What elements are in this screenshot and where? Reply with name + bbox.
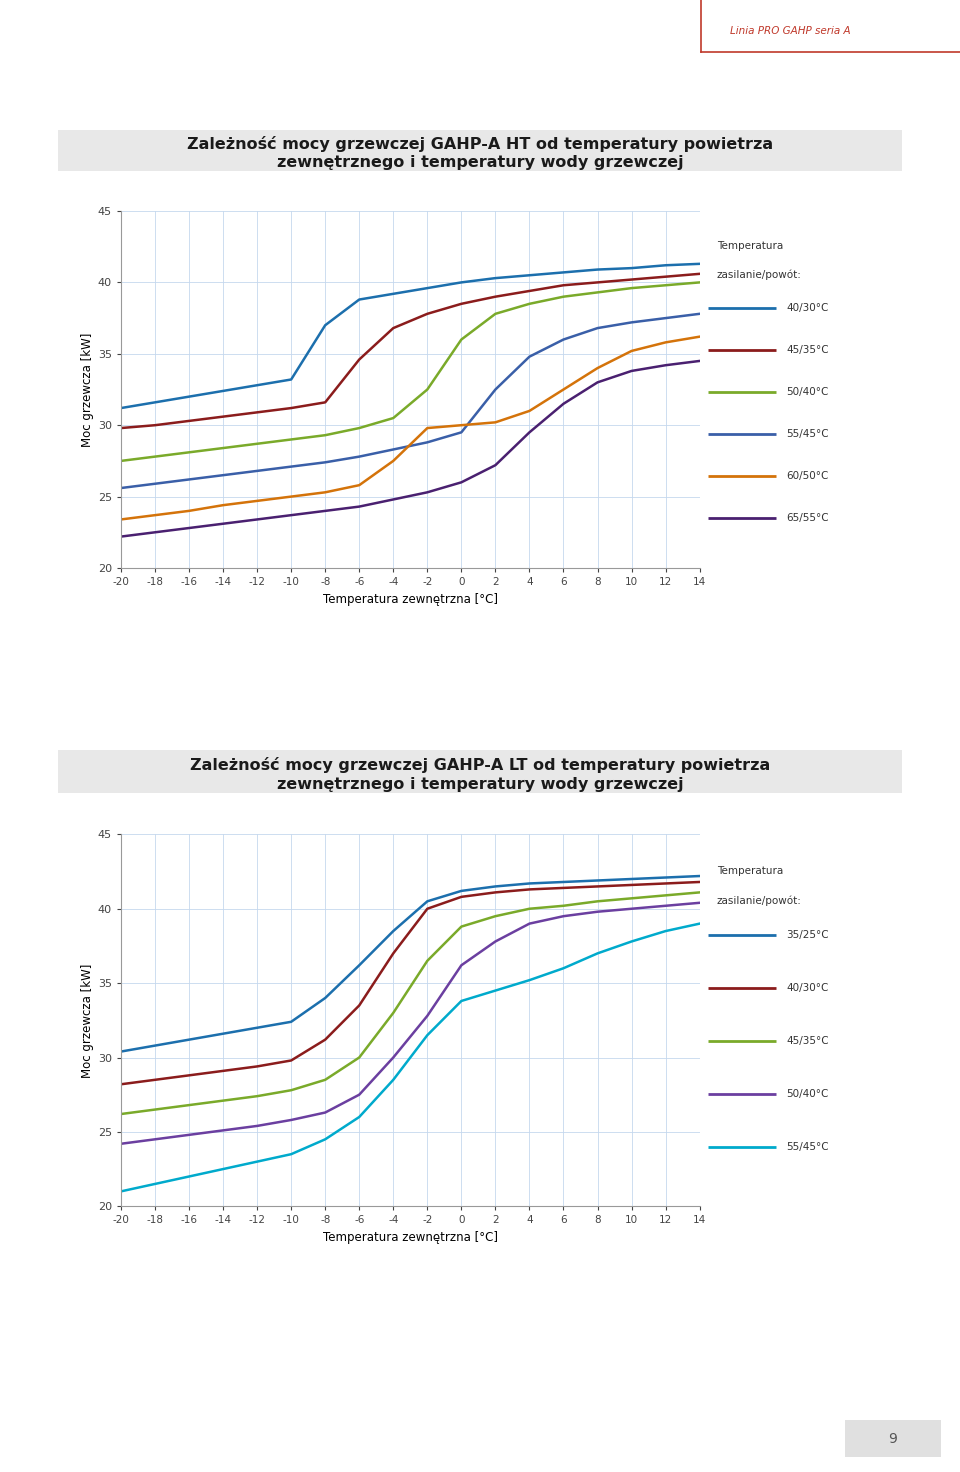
Text: 55/45°C: 55/45°C — [786, 1142, 828, 1153]
X-axis label: Temperatura zewnętrzna [°C]: Temperatura zewnętrzna [°C] — [323, 1231, 498, 1244]
Text: 60/50°C: 60/50°C — [786, 471, 828, 480]
Text: 50/40°C: 50/40°C — [786, 1089, 828, 1100]
Text: 35/25°C: 35/25°C — [786, 930, 828, 941]
Text: Temperatura: Temperatura — [717, 241, 783, 252]
Y-axis label: Moc grzewcza [kW]: Moc grzewcza [kW] — [81, 333, 94, 446]
FancyBboxPatch shape — [40, 804, 920, 1259]
Text: 45/35°C: 45/35°C — [786, 344, 828, 355]
Text: Linia PRO GAHP seria A: Linia PRO GAHP seria A — [730, 26, 851, 35]
Text: Zależność mocy grzewczej GAHP-A LT od temperatury powietrza: Zależność mocy grzewczej GAHP-A LT od te… — [190, 757, 770, 773]
Text: 50/40°C: 50/40°C — [786, 387, 828, 396]
Text: 45/35°C: 45/35°C — [786, 1036, 828, 1047]
Text: zewnętrznego i temperatury wody grzewczej: zewnętrznego i temperatury wody grzewcze… — [276, 155, 684, 171]
X-axis label: Temperatura zewnętrzna [°C]: Temperatura zewnętrzna [°C] — [323, 593, 498, 605]
FancyBboxPatch shape — [40, 181, 920, 618]
Text: Zależność mocy grzewczej GAHP-A HT od temperatury powietrza: Zależność mocy grzewczej GAHP-A HT od te… — [187, 137, 773, 152]
FancyBboxPatch shape — [24, 748, 936, 795]
Text: 65/55°C: 65/55°C — [786, 512, 828, 523]
Text: 40/30°C: 40/30°C — [786, 983, 828, 994]
FancyBboxPatch shape — [24, 128, 936, 172]
Text: zasilanie/powót:: zasilanie/powót: — [717, 269, 802, 280]
Text: Temperatura: Temperatura — [717, 866, 783, 876]
Text: 9: 9 — [888, 1432, 898, 1446]
Text: zasilanie/powót:: zasilanie/powót: — [717, 895, 802, 907]
Y-axis label: Moc grzewcza [kW]: Moc grzewcza [kW] — [81, 963, 94, 1078]
Text: zewnętrznego i temperatury wody grzewczej: zewnętrznego i temperatury wody grzewcze… — [276, 777, 684, 792]
Text: 40/30°C: 40/30°C — [786, 303, 828, 312]
Text: 55/45°C: 55/45°C — [786, 428, 828, 439]
